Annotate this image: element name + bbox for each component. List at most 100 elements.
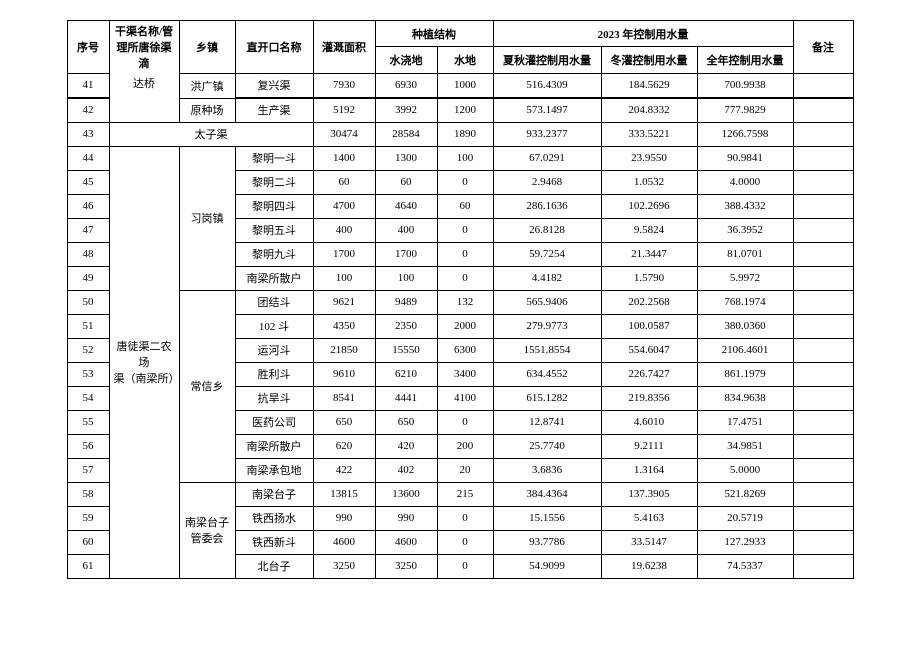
cell-note xyxy=(793,434,853,458)
cell-sd: 60 xyxy=(437,194,493,218)
cell-xq: 933.2377 xyxy=(493,122,601,146)
cell-qn: 768.1974 xyxy=(697,290,793,314)
cell-canal: 黎明五斗 xyxy=(235,218,313,242)
cell-sj: 1700 xyxy=(375,242,437,266)
cell-sd: 215 xyxy=(437,482,493,506)
cell-qn: 4.0000 xyxy=(697,170,793,194)
cell-dg: 184.5629 xyxy=(601,73,697,97)
cell-canal: 102 斗 xyxy=(235,314,313,338)
cell-sj: 6210 xyxy=(375,362,437,386)
cell-xq: 59.7254 xyxy=(493,242,601,266)
nl-l1: 南梁台子 xyxy=(184,514,231,530)
cell-sj: 15550 xyxy=(375,338,437,362)
cell-note xyxy=(793,194,853,218)
cell-xq: 15.1556 xyxy=(493,506,601,530)
th-area: 灌溉面积 xyxy=(313,21,375,74)
cell-xq: 573.1497 xyxy=(493,98,601,122)
cell-area: 21850 xyxy=(313,338,375,362)
cell-sd: 2000 xyxy=(437,314,493,338)
cell-xq: 12.8741 xyxy=(493,410,601,434)
cell-canal: 运河斗 xyxy=(235,338,313,362)
th-qn: 全年控制用水量 xyxy=(697,47,793,73)
cell-sj: 60 xyxy=(375,170,437,194)
cell-seq: 57 xyxy=(67,458,109,482)
cell-sj: 6930 xyxy=(375,73,437,97)
cell-area: 1700 xyxy=(313,242,375,266)
cell-note xyxy=(793,146,853,170)
cell-qn: 20.5719 xyxy=(697,506,793,530)
cell-seq: 41 xyxy=(67,73,109,97)
cell-sd: 132 xyxy=(437,290,493,314)
th-ctrl-group: 2023 年控制用水量 xyxy=(493,21,793,47)
th-plant-group: 种植结构 xyxy=(375,21,493,47)
cell-qn: 388.4332 xyxy=(697,194,793,218)
cell-dg: 1.0532 xyxy=(601,170,697,194)
cell-sd: 0 xyxy=(437,218,493,242)
cell-note xyxy=(793,554,853,578)
cell-dg: 226.7427 xyxy=(601,362,697,386)
cell-dg: 137.3905 xyxy=(601,482,697,506)
cell-dg: 19.6238 xyxy=(601,554,697,578)
cell-area: 5192 xyxy=(313,98,375,122)
cell-note xyxy=(793,482,853,506)
cell-qn: 5.9972 xyxy=(697,266,793,290)
cell-area: 9621 xyxy=(313,290,375,314)
cell-xq: 1551.8554 xyxy=(493,338,601,362)
cell-canal: 南梁台子 xyxy=(235,482,313,506)
cell-seq: 58 xyxy=(67,482,109,506)
cell-sj: 4640 xyxy=(375,194,437,218)
cell-sj: 100 xyxy=(375,266,437,290)
cell-dg: 33.5147 xyxy=(601,530,697,554)
cell-xq: 384.4364 xyxy=(493,482,601,506)
cell-xq: 615.1282 xyxy=(493,386,601,410)
cell-qn: 1266.7598 xyxy=(697,122,793,146)
cell-qn: 127.2933 xyxy=(697,530,793,554)
cell-qn: 74.5337 xyxy=(697,554,793,578)
cell-qn: 90.9841 xyxy=(697,146,793,170)
cell-xq: 26.8128 xyxy=(493,218,601,242)
cell-canal: 抗旱斗 xyxy=(235,386,313,410)
cell-area: 4600 xyxy=(313,530,375,554)
cell-canal: 复兴渠 xyxy=(235,73,313,97)
cell-dg: 100.0587 xyxy=(601,314,697,338)
cell-area: 422 xyxy=(313,458,375,482)
cell-seq: 61 xyxy=(67,554,109,578)
cell-seq: 47 xyxy=(67,218,109,242)
cell-note xyxy=(793,338,853,362)
cell-area: 990 xyxy=(313,506,375,530)
cell-canal: 铁西新斗 xyxy=(235,530,313,554)
cell-sd: 1000 xyxy=(437,73,493,97)
cell-sj: 2350 xyxy=(375,314,437,338)
th-note: 备注 xyxy=(793,21,853,74)
cell-qn: 36.3952 xyxy=(697,218,793,242)
cell-seq: 48 xyxy=(67,242,109,266)
table-row: 42 原种场 生产渠 5192 3992 1200 573.1497 204.8… xyxy=(67,98,853,122)
cell-qn: 861.1979 xyxy=(697,362,793,386)
cell-xq: 3.6836 xyxy=(493,458,601,482)
cell-note xyxy=(793,242,853,266)
cell-seq: 52 xyxy=(67,338,109,362)
cell-sj: 650 xyxy=(375,410,437,434)
cell-seq: 59 xyxy=(67,506,109,530)
cell-town-xg: 习岗镇 xyxy=(179,146,235,290)
table-row: 50 常信乡 团结斗 9621 9489 132 565.9406 202.25… xyxy=(67,290,853,314)
cell-canal: 南梁所散户 xyxy=(235,434,313,458)
cell-sd: 0 xyxy=(437,266,493,290)
cell-dg: 5.4163 xyxy=(601,506,697,530)
cell-dg: 554.6047 xyxy=(601,338,697,362)
th-sd: 水地 xyxy=(437,47,493,73)
cell-sj: 990 xyxy=(375,506,437,530)
cell-canal: 胜利斗 xyxy=(235,362,313,386)
cell-seq: 55 xyxy=(67,410,109,434)
cell-qn: 380.0360 xyxy=(697,314,793,338)
mgr-tx2: 渠（南梁所） xyxy=(114,370,175,386)
cell-note xyxy=(793,458,853,482)
cell-area: 9610 xyxy=(313,362,375,386)
cell-mgr-merged: 唐徒渠二农场 渠（南梁所） xyxy=(109,146,179,578)
cell-sd: 0 xyxy=(437,410,493,434)
th-canal: 直开口名称 xyxy=(235,21,313,74)
cell-note xyxy=(793,290,853,314)
cell-xq: 67.0291 xyxy=(493,146,601,170)
cell-sd: 0 xyxy=(437,554,493,578)
water-allocation-table: 序号 干渠名称/管 理所唐徐渠滴 乡镇 直开口名称 灌溉面积 种植结构 2023… xyxy=(67,20,854,579)
